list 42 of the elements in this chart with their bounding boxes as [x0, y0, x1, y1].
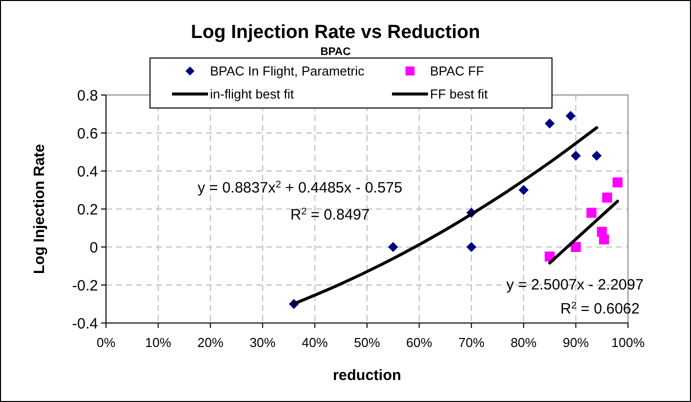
x-tick-label: 0% — [96, 335, 116, 350]
point — [598, 234, 609, 244]
point — [592, 150, 602, 161]
y-tick-label: 0.8 — [77, 87, 98, 104]
point — [566, 110, 576, 121]
x-tick-label: 20% — [197, 335, 224, 350]
point — [518, 185, 529, 195]
point — [602, 192, 612, 203]
x-axis-title: reduction — [332, 367, 402, 384]
y-tick-label: 0.6 — [77, 125, 98, 142]
point — [612, 177, 623, 188]
x-tick-label: 80% — [510, 335, 538, 350]
annotation: R$^{2}$ = 0.8497 — [290, 206, 370, 224]
point — [466, 242, 476, 252]
x-tick-label: 100% — [611, 335, 646, 350]
x-tick-label: 10% — [145, 335, 172, 350]
x-tick-label: 50% — [354, 335, 380, 350]
x-tick-label: 30% — [250, 335, 276, 350]
chart-subtitle: BPAC — [320, 46, 351, 58]
y-axis-title: Log Injection Rate — [31, 144, 48, 274]
legend-label: in-flight best fit — [210, 86, 294, 102]
y-tick-label: 0 — [90, 239, 98, 256]
annotation: y = 2.5007x - 2.2097 — [506, 276, 644, 294]
x-tick-label: 90% — [562, 335, 590, 350]
x-tick-label: 40% — [302, 335, 328, 350]
point — [570, 150, 581, 161]
annotation: R$^{2}$ = 0.6062 — [560, 300, 640, 318]
x-tick-label: 70% — [458, 335, 485, 350]
y-tick-label: 0.4 — [77, 163, 98, 180]
point — [570, 242, 581, 252]
legend-label: BPAC FF — [430, 64, 484, 79]
point — [388, 242, 398, 252]
annotation: y = 0.8837x$^{2}$ + 0.4485x - 0.575 — [198, 178, 402, 196]
legend-label: FF best fit — [430, 86, 488, 102]
y-tick-label: -0.4 — [72, 315, 98, 332]
y-tick-label: -0.2 — [72, 277, 98, 294]
point — [544, 118, 555, 128]
chart-title: Log Injection Rate vs Reduction — [190, 22, 480, 43]
legend-label: BPAC In Flight, Parametric — [210, 64, 365, 79]
x-tick-label: 60% — [406, 335, 433, 350]
point — [586, 208, 596, 218]
y-tick-label: 0.2 — [77, 201, 98, 218]
